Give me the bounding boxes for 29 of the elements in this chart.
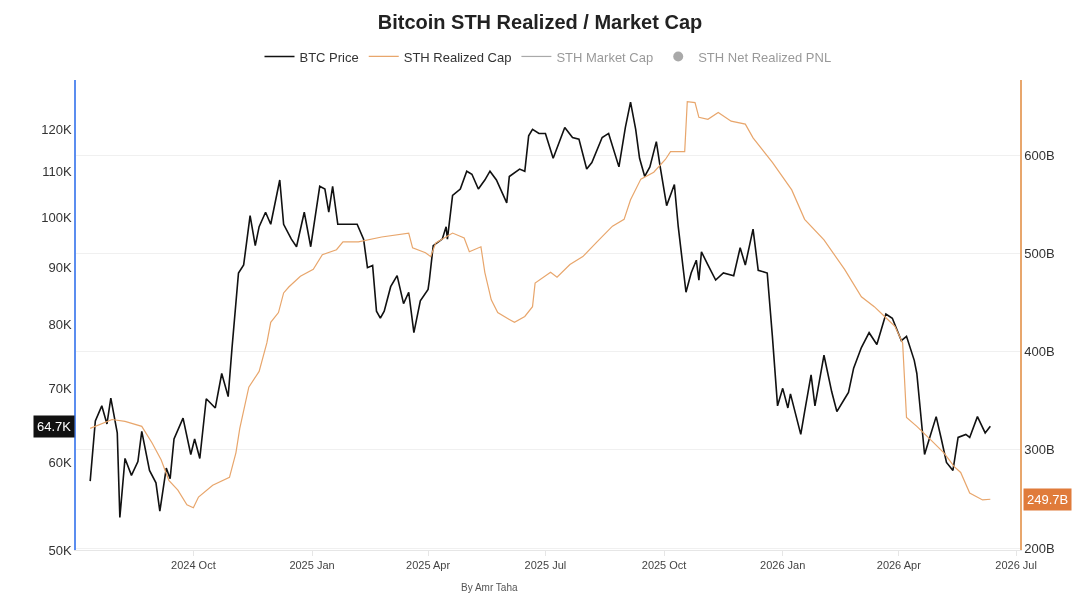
x-tick-label: 2025 Oct [641,559,687,572]
y2-tick-label: 200B [1024,540,1055,556]
legend-label: STH Market Cap [556,49,654,65]
y-tick-label: 60K [48,454,72,470]
y-tick-label: 100K [41,209,72,225]
x-tick-label: 2025 Apr [406,559,451,572]
y2-tick-label: 400B [1024,344,1055,360]
x-tick-label: 2025 Jan [289,559,335,572]
text: By Amr Taha [461,582,518,593]
x-tick-label: 2026 Jul [995,559,1037,572]
y2-tick-label: 500B [1024,246,1055,262]
text: 249.7B [1027,492,1069,507]
y2-tick-label: 300B [1024,442,1055,458]
legend-label: STH Net Realized PNL [698,49,832,65]
legend-label: BTC Price [299,49,359,65]
y-tick-label: 80K [48,316,72,332]
x-tick-label: 2024 Oct [171,559,216,572]
y-tick-label: 90K [48,260,72,276]
y-tick-label: 110K [42,163,72,179]
x-tick-label: 2025 Jul [524,559,567,572]
y-tick-label: 70K [48,380,72,396]
text: 64.7K [37,419,72,434]
x-tick-label: 2026 Apr [876,559,922,572]
x-tick-label: 2026 Jan [760,559,806,572]
y-tick-label: 50K [48,542,72,558]
chart-title: Bitcoin STH Realized / Market Cap [377,11,703,34]
y2-tick-label: 600B [1024,148,1055,164]
y-tick-label: 120K [41,121,72,137]
legend-label: STH Realized Cap [403,49,512,65]
